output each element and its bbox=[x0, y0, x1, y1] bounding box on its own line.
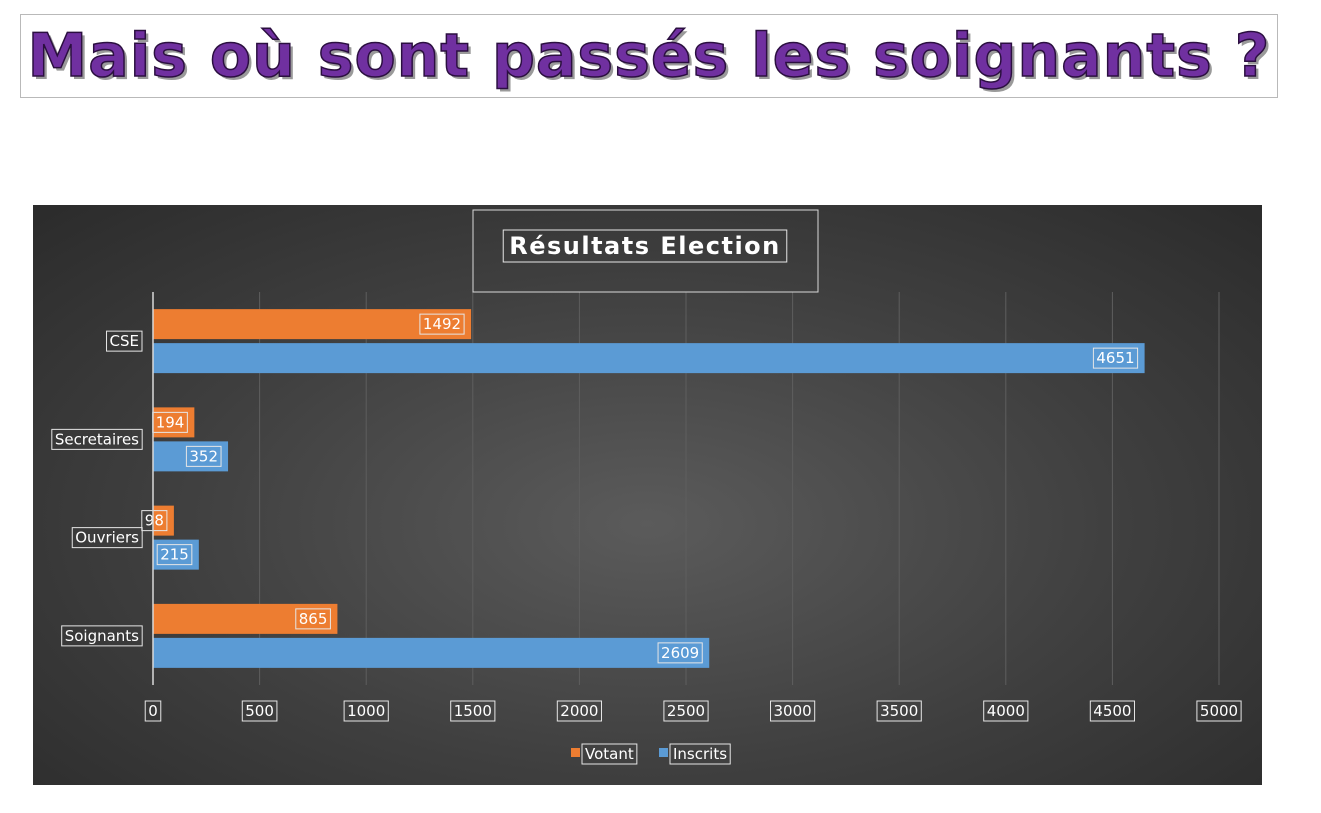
x-tick-label: 5000 bbox=[1200, 702, 1238, 720]
data-label: 4651 bbox=[1096, 349, 1134, 367]
legend-label-inscrits: Inscrits bbox=[673, 745, 727, 763]
x-tick-label-box bbox=[556, 700, 602, 722]
data-label: 98 bbox=[145, 512, 164, 530]
x-tick-label-box bbox=[241, 700, 278, 722]
bar-inscrits bbox=[153, 343, 1145, 374]
legend-swatch-inscrits bbox=[659, 748, 668, 757]
legend-label-box-votant bbox=[581, 743, 638, 765]
x-tick-label-box bbox=[343, 700, 389, 722]
x-tick-label: 4500 bbox=[1093, 702, 1131, 720]
chart-panel: 1492 4651 194 352 98 215 865 2609 0 500 1000 1500 2… bbox=[33, 205, 1262, 785]
data-label: 194 bbox=[156, 413, 185, 431]
page-headline: Mais où sont passés les soignants ? bbox=[27, 20, 1271, 92]
data-label: 1492 bbox=[423, 315, 461, 333]
data-label: 215 bbox=[160, 546, 189, 564]
data-label-box bbox=[156, 544, 193, 566]
x-tick-label: 1500 bbox=[454, 702, 492, 720]
axes: 0 500 1000 1500 2000 2500 3000 3500 4000 4500 5000… bbox=[51, 292, 1242, 722]
legend-label-box-inscrits bbox=[669, 743, 731, 765]
data-label-box bbox=[419, 313, 465, 335]
x-tick-label: 2000 bbox=[560, 702, 598, 720]
data-label-box bbox=[657, 642, 703, 664]
data-label: 352 bbox=[189, 447, 218, 465]
x-tick-label: 500 bbox=[245, 702, 274, 720]
x-tick-label: 4000 bbox=[987, 702, 1025, 720]
x-tick-label-box bbox=[1089, 700, 1135, 722]
y-category-label: Ouvriers bbox=[75, 529, 139, 547]
chart-title-box bbox=[502, 229, 788, 263]
x-tick-label-box bbox=[144, 700, 162, 722]
x-tick-label-box bbox=[770, 700, 816, 722]
legend-label-votant: Votant bbox=[585, 745, 634, 763]
y-category-label-box bbox=[61, 625, 143, 647]
x-tick-label: 3000 bbox=[774, 702, 812, 720]
data-label: 865 bbox=[299, 610, 328, 628]
data-label-box bbox=[185, 445, 222, 467]
data-label-box bbox=[295, 608, 331, 630]
chart-title: Résultats Election bbox=[509, 232, 781, 260]
chart-title-group: Résultats Election bbox=[472, 209, 819, 293]
y-category-label-box bbox=[51, 428, 143, 450]
data-label: 2609 bbox=[661, 644, 699, 662]
chart-title-frame bbox=[472, 209, 819, 293]
y-category-label: CSE bbox=[110, 332, 139, 350]
bar-votant bbox=[153, 505, 174, 536]
y-category-label: Secretaires bbox=[55, 430, 139, 448]
bar-inscrits bbox=[153, 637, 710, 668]
y-category-label: Soignants bbox=[65, 627, 139, 645]
headline-box: Mais où sont passés les soignants ? bbox=[20, 14, 1278, 98]
x-tick-label-box bbox=[876, 700, 922, 722]
x-tick-label: 0 bbox=[148, 702, 158, 720]
legend: Votant Inscrits bbox=[571, 743, 731, 765]
y-category-label-box bbox=[106, 330, 143, 352]
x-tick-label-box bbox=[983, 700, 1029, 722]
data-label-box bbox=[1092, 347, 1139, 369]
bar-votant bbox=[153, 309, 472, 340]
y-category-label-box bbox=[71, 527, 143, 549]
x-tick-label-box bbox=[450, 700, 496, 722]
x-tick-label: 3500 bbox=[880, 702, 918, 720]
data-label-box bbox=[141, 510, 168, 532]
x-tick-label: 2500 bbox=[667, 702, 705, 720]
x-tick-label-box bbox=[663, 700, 709, 722]
legend-swatch-votant bbox=[571, 748, 580, 757]
x-tick-label: 1000 bbox=[347, 702, 385, 720]
x-tick-label-box bbox=[1196, 700, 1242, 722]
